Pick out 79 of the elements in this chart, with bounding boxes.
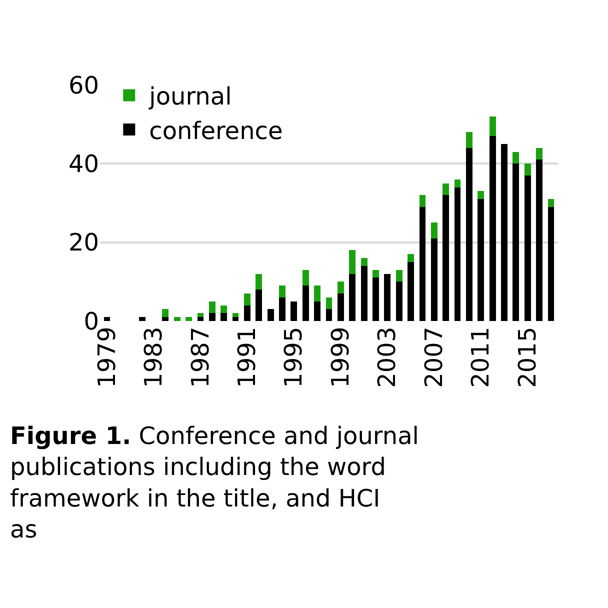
bar bbox=[419, 195, 426, 207]
bar bbox=[197, 313, 204, 318]
bar bbox=[220, 305, 228, 314]
bar bbox=[442, 195, 450, 321]
bar bbox=[396, 282, 402, 321]
bar bbox=[478, 199, 484, 321]
x-tick-label: 1995 bbox=[280, 326, 308, 388]
legend-label: journal bbox=[148, 82, 232, 111]
bar bbox=[162, 317, 169, 321]
bar bbox=[349, 274, 356, 321]
bar bbox=[208, 301, 216, 314]
bar bbox=[512, 152, 520, 164]
bar bbox=[256, 290, 262, 321]
x-tick-label: 2015 bbox=[513, 326, 542, 388]
bar bbox=[349, 250, 356, 274]
bar bbox=[454, 179, 461, 188]
bar bbox=[430, 222, 438, 238]
bar bbox=[478, 191, 484, 200]
bar bbox=[232, 317, 239, 321]
bar bbox=[162, 309, 169, 318]
bar bbox=[512, 164, 520, 321]
x-tick-label: 1983 bbox=[140, 326, 168, 388]
bar bbox=[396, 270, 402, 282]
bar bbox=[267, 309, 274, 321]
bar bbox=[536, 160, 543, 321]
bar bbox=[314, 286, 321, 302]
bar bbox=[302, 270, 309, 286]
bar bbox=[279, 286, 286, 298]
bar bbox=[360, 266, 368, 321]
bar bbox=[186, 317, 192, 321]
bar bbox=[244, 293, 250, 306]
x-tick-label: 2007 bbox=[420, 326, 448, 388]
bar bbox=[244, 305, 250, 321]
bar bbox=[489, 136, 496, 321]
bar bbox=[220, 313, 228, 321]
bar bbox=[326, 309, 332, 321]
y-tick-label: 40 bbox=[68, 150, 99, 178]
bar bbox=[372, 270, 379, 278]
x-tick-label: 2011 bbox=[466, 326, 495, 388]
bar bbox=[360, 258, 368, 266]
bar bbox=[290, 301, 298, 321]
x-tick-label: 1991 bbox=[233, 326, 262, 388]
bar bbox=[454, 187, 461, 321]
bar bbox=[256, 274, 262, 290]
bar bbox=[337, 282, 344, 294]
bar bbox=[408, 262, 414, 321]
bar bbox=[372, 278, 379, 321]
bar bbox=[208, 313, 216, 321]
x-tick-label: 2003 bbox=[373, 326, 402, 388]
bar bbox=[501, 144, 508, 321]
bar bbox=[408, 254, 414, 262]
bar bbox=[197, 317, 204, 321]
bar bbox=[337, 293, 344, 321]
bar bbox=[384, 274, 391, 321]
bar bbox=[104, 317, 110, 321]
x-tick-label: 1999 bbox=[326, 326, 354, 388]
bar bbox=[548, 199, 554, 207]
bar bbox=[524, 175, 531, 321]
bar bbox=[314, 301, 321, 321]
bar bbox=[466, 132, 472, 148]
bar bbox=[326, 297, 332, 310]
x-tick-label: 1987 bbox=[186, 326, 214, 388]
bar bbox=[430, 238, 438, 321]
bar bbox=[489, 116, 496, 136]
bar bbox=[466, 148, 472, 321]
legend-label: conference bbox=[149, 116, 283, 145]
bar bbox=[138, 317, 146, 321]
bar bbox=[279, 297, 286, 321]
bar bbox=[524, 164, 531, 176]
bar bbox=[174, 317, 180, 321]
bar bbox=[302, 286, 309, 321]
bar bbox=[536, 148, 543, 160]
y-tick-label: 20 bbox=[68, 228, 99, 257]
bar bbox=[548, 206, 554, 321]
caption: Figure 1. bbox=[10, 422, 132, 450]
y-tick-label: 60 bbox=[68, 71, 99, 100]
bar bbox=[442, 183, 450, 196]
bar bbox=[419, 206, 426, 321]
bar bbox=[232, 313, 239, 318]
